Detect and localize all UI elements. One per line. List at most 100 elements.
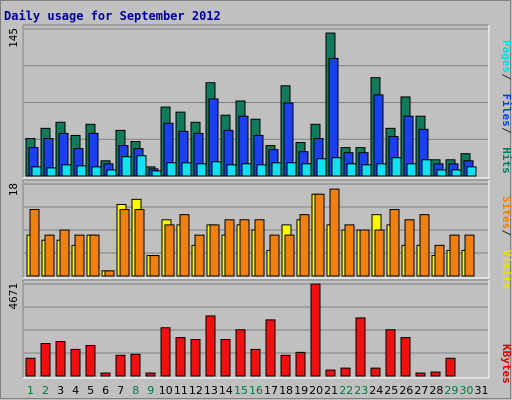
bar-sites-day-26	[404, 219, 415, 277]
bar-pages-day-7	[121, 156, 132, 177]
day-label-6: 6	[102, 384, 109, 397]
bar-kbytes-day-18	[280, 354, 291, 377]
bar-sites-day-3	[59, 229, 70, 277]
bar-pages-day-21	[331, 157, 342, 177]
bar-sites-day-21	[329, 188, 340, 277]
series-sites	[29, 188, 475, 277]
bar-pages-day-23	[361, 164, 372, 177]
bar-sites-day-13	[209, 224, 220, 277]
bar-kbytes-day-15	[235, 329, 246, 377]
legend-visits-1: /	[500, 230, 512, 237]
day-label-29: 29	[444, 384, 458, 397]
y-max-label: 4671	[7, 283, 20, 310]
legend-hits-4: Hits	[500, 147, 512, 174]
bar-sites-day-1	[29, 209, 40, 277]
bar-kbytes-day-10	[160, 327, 171, 377]
panel-hits: 145 Pages / Files / Hits	[7, 24, 512, 179]
bar-pages-day-14	[226, 164, 237, 177]
day-label-12: 12	[189, 384, 203, 397]
day-label-17: 17	[264, 384, 278, 397]
bar-kbytes-day-14	[220, 339, 231, 377]
day-axis-labels: 1 2 3 4 5 6 7 8 9 10 11 12 13 14 15 16 17 18 19 20 21 22 23 24 2…	[27, 384, 488, 397]
day-label-21: 21	[324, 384, 338, 397]
bar-sites-day-11	[179, 214, 190, 277]
bar-pages-day-19	[301, 163, 312, 177]
bar-kbytes-day-22	[340, 367, 351, 377]
bar-sites-day-14	[224, 219, 235, 277]
day-label-1: 1	[27, 384, 34, 397]
bar-sites-day-20	[314, 193, 325, 277]
bar-sites-day-9	[149, 255, 160, 277]
legend-hits-1: /	[500, 74, 512, 81]
bar-sites-day-6	[104, 270, 115, 277]
bar-kbytes-day-8	[130, 353, 141, 377]
bar-kbytes-day-2	[40, 343, 51, 377]
bar-pages-day-3	[61, 164, 72, 177]
bar-kbytes-day-21	[325, 369, 336, 377]
bar-sites-day-24	[374, 229, 385, 277]
bar-pages-day-24	[376, 163, 387, 177]
bar-pages-day-6	[106, 169, 117, 177]
series-pages	[31, 155, 477, 177]
bar-sites-day-25	[389, 209, 400, 277]
bar-sites-day-8	[134, 209, 145, 277]
bar-sites-day-29	[449, 234, 460, 277]
bar-kbytes-day-26	[400, 337, 411, 377]
bar-kbytes-day-7	[115, 354, 126, 377]
day-label-9: 9	[147, 384, 154, 397]
bar-pages-day-12	[196, 163, 207, 177]
bar-sites-day-5	[89, 234, 100, 277]
bar-kbytes-day-28	[430, 371, 441, 377]
day-label-7: 7	[117, 384, 124, 397]
legend-visits-0: Sites	[500, 196, 512, 229]
bar-kbytes-day-11	[175, 337, 186, 377]
bar-sites-day-16	[254, 219, 265, 277]
bar-pages-day-17	[271, 162, 282, 177]
bar-sites-day-2	[44, 234, 55, 277]
legend-hits-3: /	[500, 127, 512, 134]
bar-pages-day-11	[181, 162, 192, 177]
bar-pages-day-16	[256, 164, 267, 177]
bar-kbytes-day-20	[310, 283, 321, 377]
legend-hits-0: Pages	[500, 40, 512, 73]
bar-kbytes-day-12	[190, 339, 201, 377]
bar-pages-day-10	[166, 162, 177, 177]
bar-pages-day-5	[91, 166, 102, 177]
bar-kbytes-day-3	[55, 341, 66, 377]
day-label-15: 15	[234, 384, 248, 397]
bar-sites-day-19	[299, 214, 310, 277]
bar-sites-day-7	[119, 209, 130, 277]
day-label-19: 19	[294, 384, 308, 397]
legend-visits-2: Visits	[500, 250, 512, 290]
bar-pages-day-29	[451, 169, 462, 177]
bar-pages-day-15	[241, 163, 252, 177]
bar-kbytes-day-6	[100, 372, 111, 377]
day-label-10: 10	[159, 384, 173, 397]
bar-kbytes-day-1	[25, 357, 36, 377]
bar-pages-day-22	[346, 163, 357, 177]
bar-pages-day-28	[436, 169, 447, 177]
bar-sites-day-12	[194, 234, 205, 277]
bar-pages-day-8	[136, 155, 147, 177]
bar-kbytes-day-16	[250, 348, 261, 377]
day-label-4: 4	[72, 384, 79, 397]
bar-pages-day-1	[31, 166, 42, 177]
bar-sites-day-10	[164, 224, 175, 277]
bar-sites-day-28	[434, 244, 445, 277]
legend-hits-2: Files	[500, 94, 512, 127]
bar-kbytes-day-27	[415, 372, 426, 377]
day-label-16: 16	[249, 384, 263, 397]
bar-sites-day-15	[239, 219, 250, 277]
bar-pages-day-4	[76, 165, 87, 177]
day-label-11: 11	[174, 384, 188, 397]
bar-kbytes-day-19	[295, 351, 306, 377]
bar-sites-day-23	[359, 229, 370, 277]
panel-kbytes: 4671 KBytes	[7, 279, 512, 384]
day-label-30: 30	[459, 384, 473, 397]
bar-sites-day-22	[344, 224, 355, 277]
day-label-23: 23	[354, 384, 368, 397]
bar-kbytes-day-25	[385, 329, 396, 377]
day-label-2: 2	[42, 384, 49, 397]
